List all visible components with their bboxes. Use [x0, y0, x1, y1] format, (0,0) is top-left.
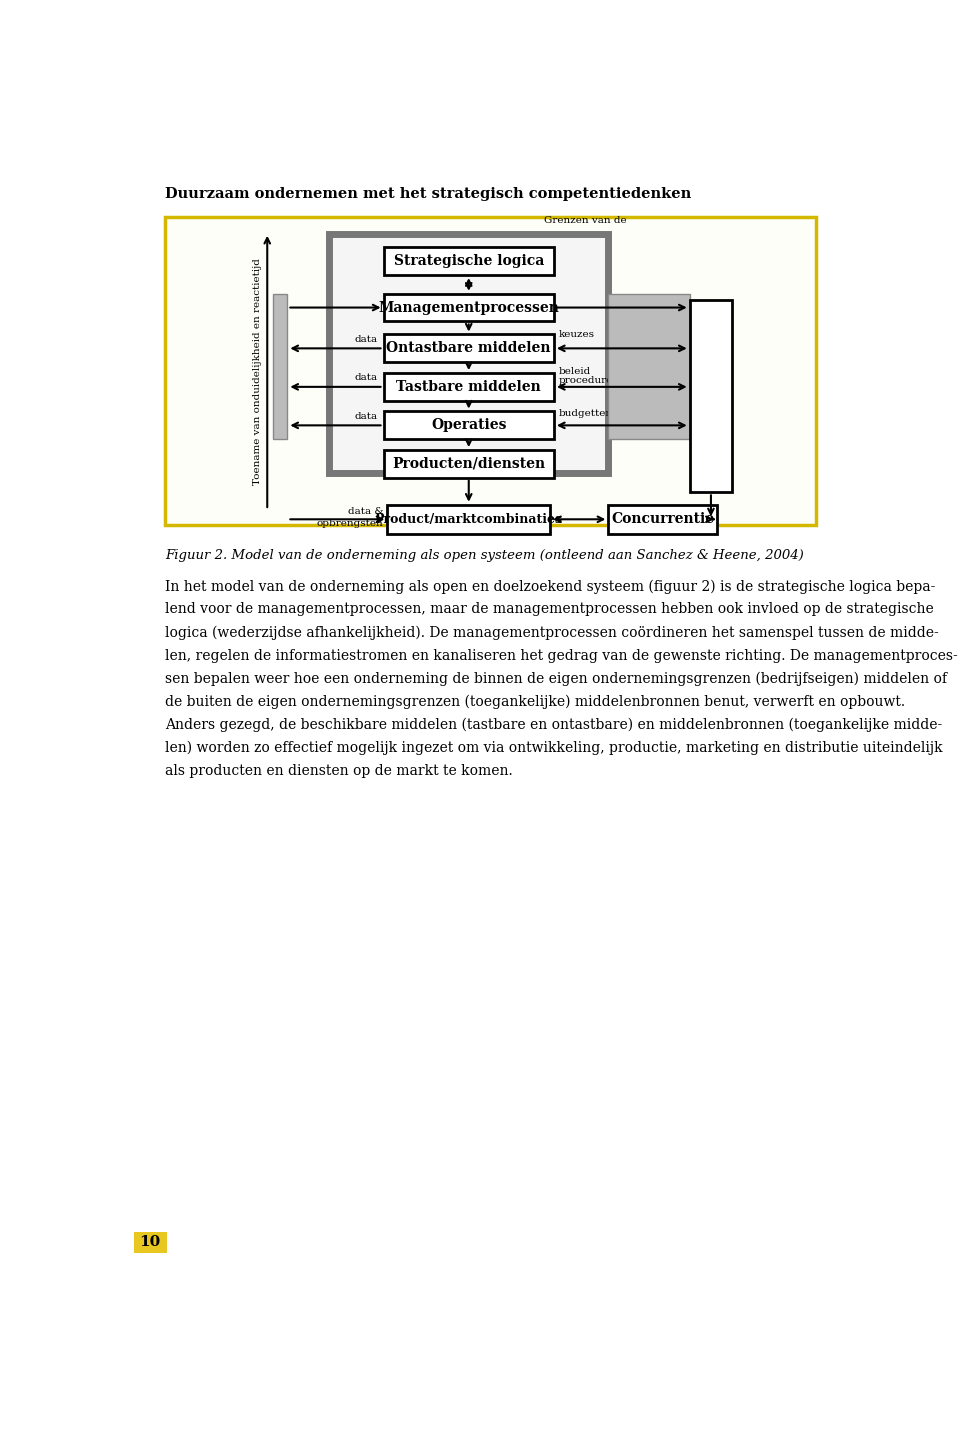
- Text: Producten/diensten: Producten/diensten: [393, 456, 545, 471]
- Text: Managementprocessen: Managementprocessen: [378, 301, 559, 314]
- FancyBboxPatch shape: [383, 373, 554, 400]
- FancyBboxPatch shape: [165, 217, 816, 526]
- Text: opbrengsten: opbrengsten: [317, 518, 383, 527]
- Text: len, regelen de informatiestromen en kanaliseren het gedrag van de gewenste rich: len, regelen de informatiestromen en kan…: [165, 648, 958, 662]
- Text: Product/marktcombinaties: Product/marktcombinaties: [374, 513, 563, 526]
- FancyBboxPatch shape: [388, 504, 550, 534]
- Text: als producten en diensten op de markt te komen.: als producten en diensten op de markt te…: [165, 765, 513, 778]
- Text: Anders gezegd, de beschikbare middelen (tastbare en ontastbare) en middelenbronn: Anders gezegd, de beschikbare middelen (…: [165, 719, 942, 733]
- Text: Tastbare middelen: Tastbare middelen: [396, 380, 541, 395]
- Text: beleid: beleid: [559, 367, 591, 376]
- Text: Ontastbare middelen: Ontastbare middelen: [387, 341, 551, 356]
- FancyBboxPatch shape: [689, 300, 732, 492]
- FancyBboxPatch shape: [609, 504, 717, 534]
- Text: lend voor de managementprocessen, maar de managementprocessen hebben ook invloed: lend voor de managementprocessen, maar d…: [165, 602, 934, 616]
- FancyBboxPatch shape: [383, 294, 554, 321]
- FancyBboxPatch shape: [274, 294, 287, 439]
- FancyBboxPatch shape: [383, 248, 554, 275]
- FancyBboxPatch shape: [383, 449, 554, 478]
- Text: procedures: procedures: [559, 376, 618, 384]
- Text: Figuur 2. Model van de onderneming als open systeem (ontleend aan Sanchez & Heen: Figuur 2. Model van de onderneming als o…: [165, 549, 804, 562]
- Text: Toegankelijke middelen: Toegankelijke middelen: [707, 334, 715, 458]
- Text: Duurzaam ondernemen met het strategisch competentiedenken: Duurzaam ondernemen met het strategisch …: [165, 187, 691, 200]
- Text: onderneming: onderneming: [612, 295, 620, 366]
- Text: Strategische logica: Strategische logica: [394, 255, 544, 268]
- FancyBboxPatch shape: [609, 294, 689, 439]
- Text: data: data: [355, 334, 378, 344]
- FancyBboxPatch shape: [383, 334, 554, 363]
- FancyBboxPatch shape: [383, 412, 554, 439]
- Text: len) worden zo effectief mogelijk ingezet om via ontwikkeling, productie, market: len) worden zo effectief mogelijk ingeze…: [165, 742, 943, 756]
- Text: Toename van onduidelijkheid en reactietijd: Toename van onduidelijkheid en reactieti…: [252, 258, 262, 485]
- FancyBboxPatch shape: [329, 235, 609, 474]
- Text: Grenzen van de: Grenzen van de: [543, 216, 626, 225]
- Text: keuzes: keuzes: [559, 330, 594, 338]
- Text: data: data: [355, 412, 378, 420]
- Text: de buiten de eigen ondernemingsgrenzen (toegankelijke) middelenbronnen benut, ve: de buiten de eigen ondernemingsgrenzen (…: [165, 696, 905, 710]
- Text: logica (wederzijdse afhankelijkheid). De managementprocessen coördineren het sam: logica (wederzijdse afhankelijkheid). De…: [165, 625, 939, 639]
- Text: Concurrentie: Concurrentie: [611, 513, 714, 526]
- Text: budgetten: budgetten: [559, 409, 612, 418]
- Text: Operaties: Operaties: [431, 419, 507, 432]
- Text: sen bepalen weer hoe een onderneming de binnen de eigen ondernemingsgrenzen (bed: sen bepalen weer hoe een onderneming de …: [165, 671, 947, 685]
- FancyBboxPatch shape: [134, 1231, 166, 1253]
- Text: data: data: [355, 373, 378, 382]
- Text: data &: data &: [348, 507, 383, 516]
- Text: 10: 10: [139, 1236, 161, 1250]
- Text: In het model van de onderneming als open en doelzoekend systeem (figuur 2) is de: In het model van de onderneming als open…: [165, 579, 935, 593]
